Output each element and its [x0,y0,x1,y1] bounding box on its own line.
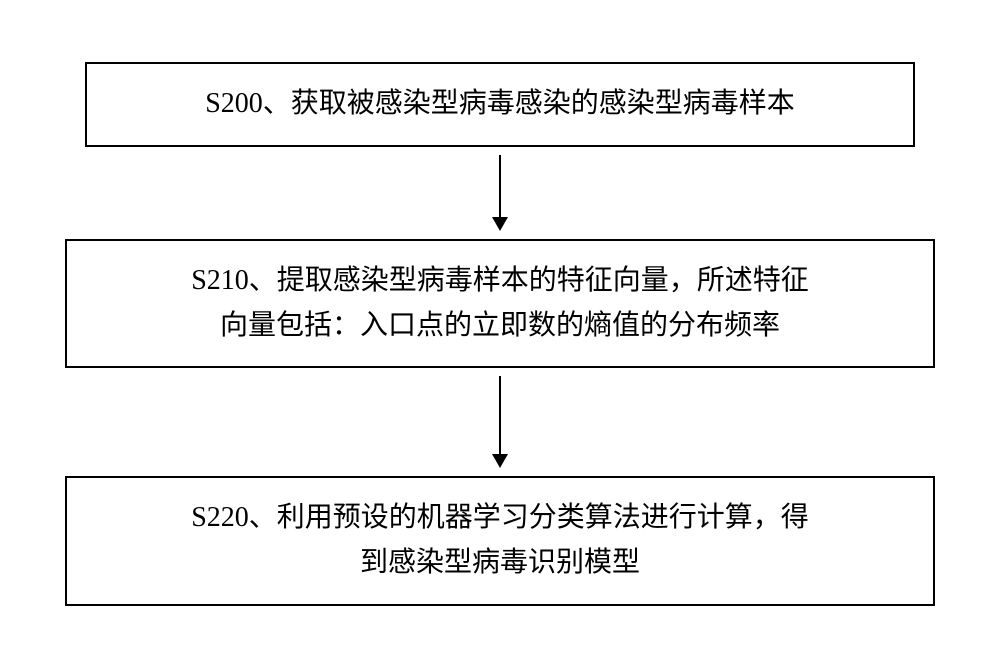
node-s220-line1: S220、利用预设的机器学习分类算法进行计算，得 [191,502,809,533]
flowchart-node-s210: S210、提取感染型病毒样本的特征向量，所述特征 向量包括：入口点的立即数的熵值… [65,239,935,369]
flowchart-node-s220: S220、利用预设的机器学习分类算法进行计算，得 到感染型病毒识别模型 [65,476,935,606]
node-s220-line2: 到感染型病毒识别模型 [360,547,640,578]
node-s210-line2: 向量包括：入口点的立即数的熵值的分布频率 [220,310,780,341]
arrow-line [499,155,501,217]
flowchart-container: S200、获取被感染型病毒感染的感染型病毒样本 S210、提取感染型病毒样本的特… [60,62,940,606]
arrow-line [499,376,501,454]
flowchart-node-s200: S200、获取被感染型病毒感染的感染型病毒样本 [85,62,915,147]
arrow-head [492,217,508,231]
arrow-1 [492,155,508,231]
node-s200-text: S200、获取被感染型病毒感染的感染型病毒样本 [205,88,795,119]
arrow-head [492,454,508,468]
node-s210-line1: S210、提取感染型病毒样本的特征向量，所述特征 [191,265,809,296]
arrow-2 [492,376,508,468]
